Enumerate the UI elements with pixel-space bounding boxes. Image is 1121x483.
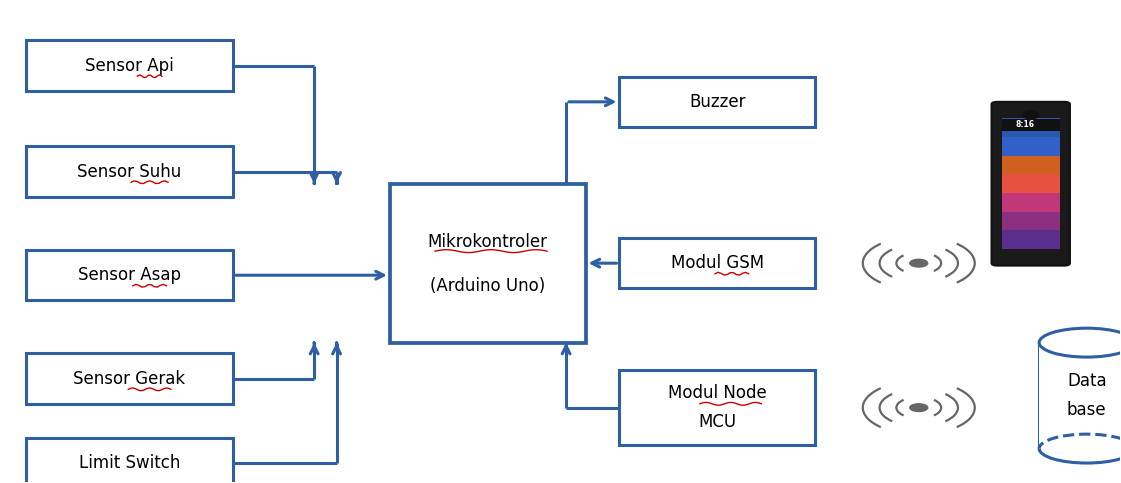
Text: Sensor Gerak: Sensor Gerak [73, 370, 185, 388]
Ellipse shape [1022, 110, 1039, 120]
FancyBboxPatch shape [390, 184, 585, 342]
FancyBboxPatch shape [26, 41, 233, 91]
Text: Buzzer: Buzzer [689, 93, 745, 111]
Bar [1002, 137, 1059, 156]
Text: Modul GSM: Modul GSM [670, 254, 763, 272]
Bar [1002, 211, 1059, 230]
Text: Limit Switch: Limit Switch [78, 454, 180, 472]
FancyBboxPatch shape [26, 354, 233, 404]
FancyBboxPatch shape [619, 76, 815, 127]
Text: Data: Data [1067, 372, 1106, 390]
FancyBboxPatch shape [619, 238, 815, 288]
Bar [1002, 193, 1059, 212]
Ellipse shape [1039, 328, 1121, 357]
Bar [1039, 342, 1121, 449]
Bar [1002, 118, 1059, 137]
Text: Sensor Asap: Sensor Asap [78, 266, 180, 284]
Text: MCU: MCU [698, 413, 736, 431]
Circle shape [910, 259, 928, 267]
FancyBboxPatch shape [26, 146, 233, 197]
Text: (Arduino Uno): (Arduino Uno) [430, 277, 545, 295]
Text: base: base [1067, 401, 1106, 419]
Bar [1002, 156, 1059, 174]
Circle shape [910, 404, 928, 412]
FancyBboxPatch shape [992, 102, 1069, 266]
Text: Sensor Suhu: Sensor Suhu [77, 163, 182, 181]
FancyBboxPatch shape [26, 438, 233, 483]
Text: Mikrokontroler: Mikrokontroler [428, 232, 548, 251]
FancyBboxPatch shape [26, 250, 233, 300]
Bar [1002, 229, 1059, 249]
Text: 8:16: 8:16 [1016, 120, 1035, 129]
Text: Modul Node: Modul Node [668, 384, 767, 402]
Text: Sensor Api: Sensor Api [85, 57, 174, 75]
FancyBboxPatch shape [619, 370, 815, 445]
Bar [1002, 174, 1059, 193]
Bar [1002, 119, 1059, 131]
